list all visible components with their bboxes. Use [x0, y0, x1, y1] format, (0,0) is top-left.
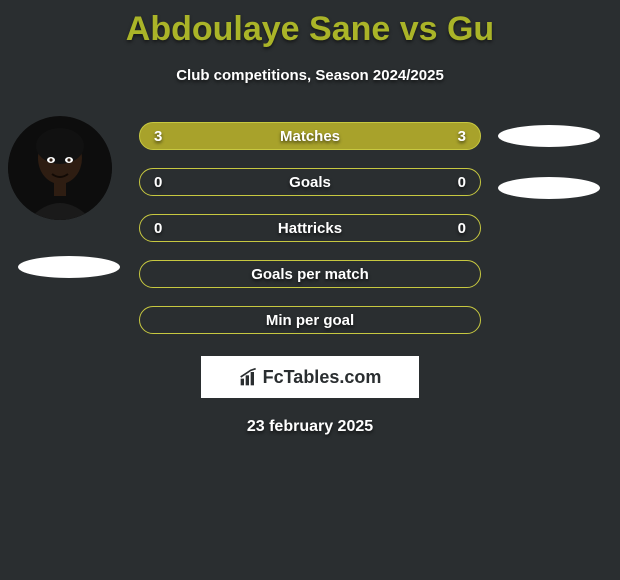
stat-left-value: 0 [154, 220, 162, 237]
chart-icon [239, 367, 259, 387]
stat-label: Goals [289, 174, 331, 191]
stat-label: Hattricks [278, 220, 342, 237]
logo-text: FcTables.com [263, 367, 382, 388]
stat-label: Min per goal [266, 312, 354, 329]
stat-bar: Min per goal [139, 306, 481, 334]
stat-bar: Goals per match [139, 260, 481, 288]
stat-bar: 3 Matches 3 [139, 122, 481, 150]
stat-label: Goals per match [251, 266, 369, 283]
stat-left-value: 3 [154, 128, 162, 145]
stat-right-value: 0 [458, 174, 466, 191]
player-right-flag-placeholder [498, 177, 600, 199]
player-left-avatar [8, 116, 112, 220]
stat-right-value: 0 [458, 220, 466, 237]
player-left-flag-placeholder [18, 256, 120, 278]
fctables-logo: FcTables.com [201, 356, 419, 398]
page-title: Abdoulaye Sane vs Gu [0, 0, 620, 49]
date-label: 23 february 2025 [0, 418, 620, 436]
player-right-avatar-placeholder [498, 125, 600, 147]
stat-bars: 3 Matches 3 0 Goals 0 0 Hattricks 0 Goals per mat… [139, 122, 481, 334]
subtitle: Club competitions, Season 2024/2025 [0, 67, 620, 84]
stat-left-value: 0 [154, 174, 162, 191]
stat-label: Matches [280, 128, 340, 145]
stat-bar: 0 Hattricks 0 [139, 214, 481, 242]
comparison-panel: 3 Matches 3 0 Goals 0 0 Hattricks 0 Goals per mat… [0, 122, 620, 436]
stat-bar: 0 Goals 0 [139, 168, 481, 196]
stat-right-value: 3 [458, 128, 466, 145]
